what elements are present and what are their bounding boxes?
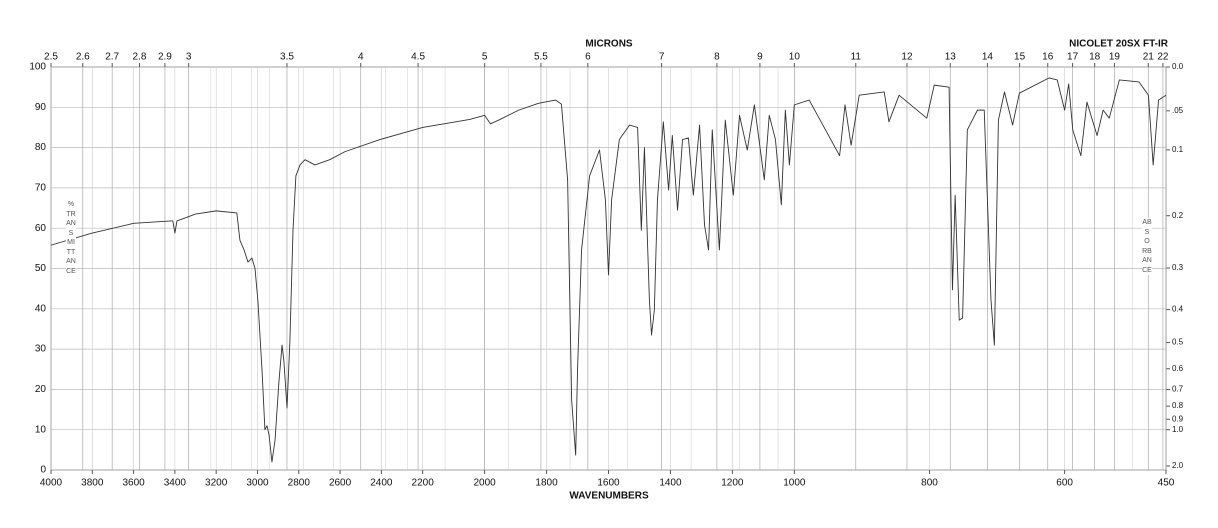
x2-tick-label: 22 bbox=[1157, 52, 1169, 63]
x2-tick-label: 8 bbox=[714, 52, 720, 63]
x2-tick-label: 2.5 bbox=[44, 52, 58, 63]
x2-tick-label: 4 bbox=[358, 52, 364, 63]
y2-tick-label: 0.4 bbox=[1172, 305, 1184, 314]
x-tick-label: 2000 bbox=[473, 478, 496, 489]
y-tick-label: 90 bbox=[35, 102, 47, 113]
x2-tick-label: 9 bbox=[757, 52, 763, 63]
x2-tick-label: 19 bbox=[1109, 52, 1121, 63]
x2-tick-label: 2.8 bbox=[133, 52, 147, 63]
x2-tick-label: 4.5 bbox=[411, 52, 425, 63]
y-axis-title: %TRANSMITTANCE bbox=[66, 200, 76, 276]
x2-tick-label: 21 bbox=[1143, 52, 1155, 63]
x2-tick-label: 13 bbox=[945, 52, 957, 63]
x2-tick-label: 3 bbox=[186, 52, 192, 63]
x-tick-label: 3200 bbox=[205, 478, 228, 489]
x2-tick-label: 2.7 bbox=[105, 52, 119, 63]
x-tick-label: 4000 bbox=[40, 478, 63, 489]
x-tick-label: 600 bbox=[1056, 478, 1073, 489]
x-tick-label: 1400 bbox=[659, 478, 682, 489]
x-tick-label: 2800 bbox=[288, 478, 311, 489]
y-tick-label: 0 bbox=[40, 465, 46, 476]
x-tick-label: 1600 bbox=[597, 478, 620, 489]
y-tick-label: 70 bbox=[35, 183, 47, 194]
x2-tick-label: 2.6 bbox=[76, 52, 90, 63]
y2-tick-label: 0.9 bbox=[1172, 414, 1184, 423]
x2-axis-title: MICRONS bbox=[585, 39, 633, 50]
x2-tick-label: 7 bbox=[659, 52, 665, 63]
x-tick-label: 450 bbox=[1158, 478, 1175, 489]
x-tick-label: 2400 bbox=[370, 478, 393, 489]
y2-tick-label: 0.0 bbox=[1172, 62, 1184, 71]
y2-tick-label: 0.3 bbox=[1172, 263, 1184, 272]
x-tick-label: 1000 bbox=[783, 478, 806, 489]
x-axis-title: WAVENUMBERS bbox=[569, 491, 649, 502]
y2-tick-label: 2.0 bbox=[1172, 461, 1184, 470]
x-tick-label: 1800 bbox=[535, 478, 558, 489]
y-tick-label: 10 bbox=[35, 424, 47, 435]
y-tick-label: 100 bbox=[29, 62, 46, 73]
x2-tick-label: 17 bbox=[1067, 52, 1079, 63]
x2-tick-label: 6 bbox=[585, 52, 591, 63]
y-tick-label: 50 bbox=[35, 263, 47, 274]
x2-tick-label: 11 bbox=[851, 52, 862, 63]
y2-tick-label: .05 bbox=[1172, 106, 1184, 115]
x2-tick-label: 16 bbox=[1042, 52, 1054, 63]
x2-tick-label: 18 bbox=[1089, 52, 1101, 63]
y-tick-label: 60 bbox=[35, 223, 47, 234]
y2-axis-title: ABSORBANCE bbox=[1142, 218, 1152, 275]
y2-tick-label: 0.2 bbox=[1172, 211, 1184, 220]
x-tick-label: 1200 bbox=[721, 478, 744, 489]
spectrum-line bbox=[50, 77, 1167, 463]
x2-tick-label: 5.5 bbox=[534, 52, 548, 63]
y2-tick-label: 0.5 bbox=[1172, 338, 1184, 347]
x2-tick-label: 5 bbox=[482, 52, 488, 63]
x-tick-label: 3600 bbox=[122, 478, 145, 489]
x2-tick-label: 14 bbox=[982, 52, 994, 63]
x2-tick-label: 3.5 bbox=[280, 52, 294, 63]
x-tick-label: 3000 bbox=[246, 478, 269, 489]
x-tick-label: 800 bbox=[921, 478, 938, 489]
y-tick-label: 30 bbox=[35, 344, 47, 355]
y2-tick-label: 0.6 bbox=[1172, 364, 1184, 373]
instrument-label: NICOLET 20SX FT-IR bbox=[1069, 39, 1169, 50]
y-tick-label: 40 bbox=[35, 303, 47, 314]
y-tick-label: 20 bbox=[35, 384, 47, 395]
y2-tick-label: 0.7 bbox=[1172, 385, 1184, 394]
y-tick-label: 80 bbox=[35, 142, 47, 153]
x-tick-label: 2200 bbox=[412, 478, 435, 489]
x2-tick-label: 10 bbox=[789, 52, 801, 63]
x2-tick-label: 12 bbox=[901, 52, 913, 63]
y2-tick-label: 1.0 bbox=[1172, 425, 1184, 434]
x2-tick-label: 15 bbox=[1014, 52, 1026, 63]
x-tick-label: 3800 bbox=[81, 478, 104, 489]
x-tick-label: 2600 bbox=[329, 478, 352, 489]
y2-tick-label: 0.1 bbox=[1172, 145, 1184, 154]
x-tick-label: 3400 bbox=[164, 478, 187, 489]
y2-tick-label: 0.8 bbox=[1172, 401, 1184, 410]
x2-tick-label: 2.9 bbox=[158, 52, 172, 63]
